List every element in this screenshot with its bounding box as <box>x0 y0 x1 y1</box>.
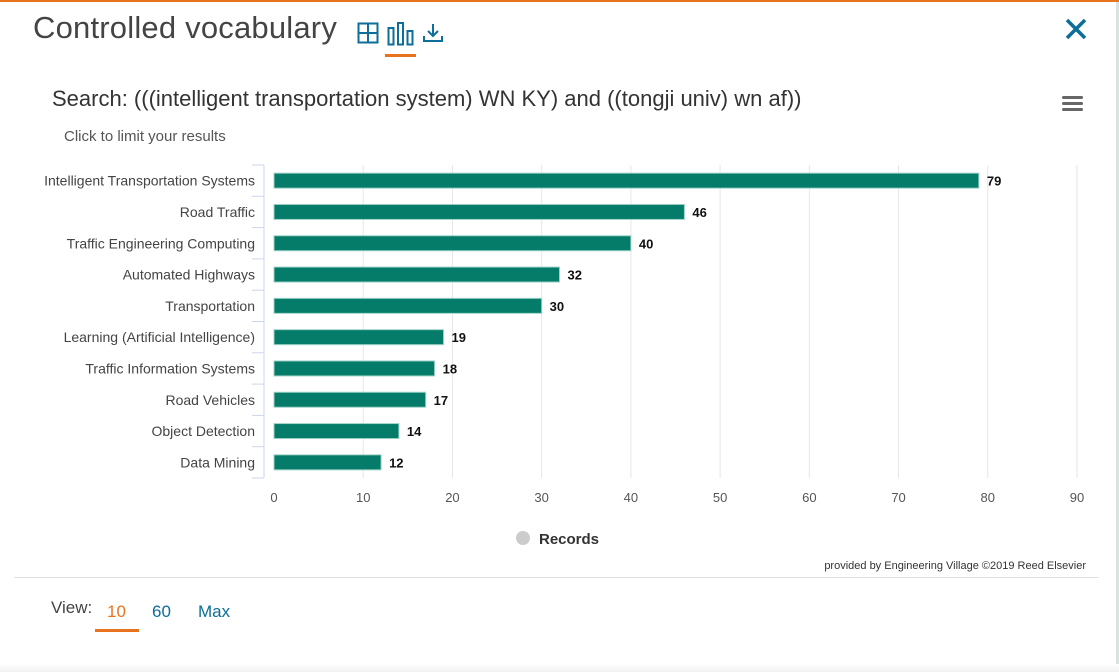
category-label[interactable]: Road Vehicles <box>165 392 255 408</box>
scrollbar-track[interactable] <box>1116 2 1119 672</box>
view-label: View: <box>51 598 93 617</box>
x-tick-label: 60 <box>802 490 816 505</box>
table-icon[interactable] <box>357 22 379 44</box>
x-tick-label: 40 <box>624 490 638 505</box>
bar[interactable] <box>273 235 632 252</box>
active-view-indicator <box>385 54 416 57</box>
data-label: 17 <box>434 393 448 408</box>
category-label[interactable]: Traffic Engineering Computing <box>67 235 255 251</box>
legend-marker[interactable] <box>516 531 530 545</box>
bar[interactable] <box>273 329 445 346</box>
divider <box>14 577 1099 578</box>
close-button[interactable] <box>1062 14 1090 44</box>
data-label: 30 <box>550 299 564 314</box>
search-query: Search: (((intelligent transportation sy… <box>52 86 802 111</box>
chart-menu-button[interactable] <box>1060 94 1084 114</box>
category-label[interactable]: Automated Highways <box>123 267 255 283</box>
x-tick-label: 10 <box>356 490 370 505</box>
chart-hint: Click to limit your results <box>64 128 226 145</box>
bar[interactable] <box>273 266 561 283</box>
data-label: 46 <box>692 205 706 220</box>
category-label[interactable]: Object Detection <box>152 423 256 439</box>
data-label: 12 <box>389 455 403 470</box>
bar[interactable] <box>273 172 980 189</box>
x-tick-label: 50 <box>713 490 727 505</box>
bar[interactable] <box>273 391 427 408</box>
category-label[interactable]: Intelligent Transportation Systems <box>44 173 255 189</box>
view-option-60[interactable]: 60 <box>152 602 171 621</box>
category-label[interactable]: Learning (Artificial Intelligence) <box>64 329 255 345</box>
data-label: 40 <box>639 236 653 251</box>
page-title: Controlled vocabulary <box>33 10 338 45</box>
bar-chart-icon[interactable] <box>387 22 415 46</box>
category-label[interactable]: Data Mining <box>180 454 255 470</box>
download-icon[interactable] <box>422 22 444 44</box>
data-label: 79 <box>987 174 1001 189</box>
active-view-underline <box>95 629 139 632</box>
data-label: 32 <box>568 268 582 283</box>
data-label: 19 <box>452 330 466 345</box>
bar[interactable] <box>273 297 543 314</box>
view-option-max[interactable]: Max <box>198 602 231 621</box>
x-tick-label: 90 <box>1070 490 1084 505</box>
top-accent-line <box>0 0 1119 2</box>
legend-label[interactable]: Records <box>539 531 599 548</box>
bar[interactable] <box>273 454 382 471</box>
bar[interactable] <box>273 423 400 440</box>
x-tick-label: 80 <box>981 490 995 505</box>
credit-text: provided by Engineering Village ©2019 Re… <box>824 560 1086 572</box>
close-icon <box>1065 18 1087 40</box>
bottom-edge <box>0 664 1119 672</box>
bar[interactable] <box>273 203 685 220</box>
category-label[interactable]: Transportation <box>165 298 255 314</box>
bar[interactable] <box>273 360 436 377</box>
x-tick-label: 30 <box>534 490 548 505</box>
x-tick-label: 70 <box>891 490 905 505</box>
data-label: 14 <box>407 424 422 439</box>
data-label: 18 <box>443 361 457 376</box>
category-label[interactable]: Traffic Information Systems <box>85 360 255 376</box>
view-option-10[interactable]: 10 <box>107 602 126 621</box>
category-label[interactable]: Road Traffic <box>180 204 255 220</box>
x-tick-label: 0 <box>270 490 277 505</box>
bar-chart: Intelligent Transportation Systems Road T… <box>44 164 1084 548</box>
x-tick-label: 20 <box>445 490 459 505</box>
